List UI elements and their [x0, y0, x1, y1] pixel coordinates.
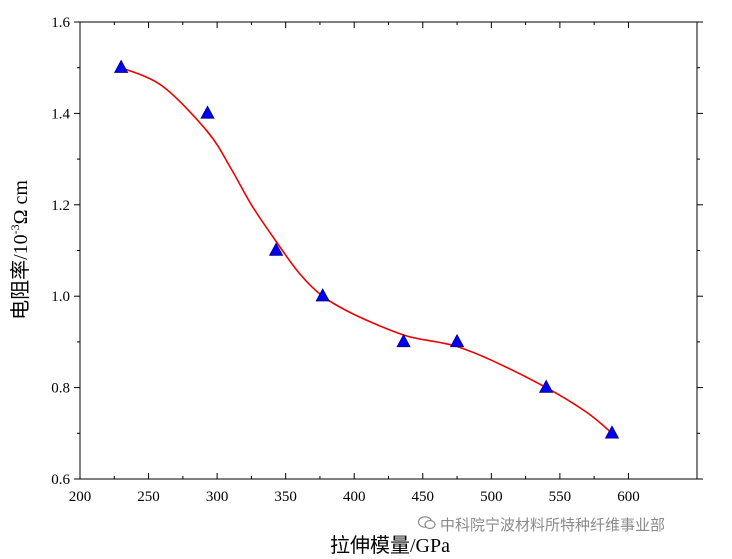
x-axis-title: 拉伸模量/GPa	[330, 534, 450, 557]
watermark-text: 中科院宁波材料所特种纤维事业部	[440, 516, 666, 534]
plot-frame	[79, 21, 698, 480]
fit-curve-line	[120, 66, 613, 434]
y-tick-label: 0.6	[51, 472, 70, 488]
x-tick-label: 550	[549, 489, 572, 505]
data-point	[539, 379, 554, 393]
watermark: 中科院宁波材料所特种纤维事业部	[417, 514, 666, 535]
y-tick-label: 1.0	[51, 289, 70, 305]
data-point	[449, 333, 465, 348]
y-axis-title-unit: Ω cm	[10, 180, 32, 225]
x-tick-label: 300	[206, 489, 229, 505]
x-tick-label: 450	[412, 489, 435, 505]
data-point	[315, 288, 330, 302]
data-point	[396, 333, 411, 348]
x-tick-label: 350	[274, 489, 297, 505]
data-point	[200, 105, 215, 119]
x-tick-label: 600	[617, 489, 640, 505]
x-tick-label: 400	[343, 489, 366, 505]
data-point	[113, 59, 129, 73]
y-axis-title: 电阻率/10-3Ω cm	[8, 180, 32, 320]
data-point	[604, 425, 620, 439]
wechat-icon	[417, 516, 436, 534]
y-axis-title-main: 电阻率/10	[9, 234, 32, 320]
y-axis-title-exponent: -3	[8, 224, 22, 234]
tick-group: 200 250 300 350 400 450 500 550 600 0.6 0.8 1.0 1.2 1…	[51, 15, 703, 505]
y-tick-label: 0.8	[51, 381, 70, 397]
x-tick-label: 200	[69, 489, 92, 505]
data-points-group	[113, 59, 620, 439]
data-point	[268, 242, 284, 256]
y-tick-label: 1.2	[51, 198, 70, 214]
y-tick-label: 1.6	[51, 15, 70, 31]
x-tick-label: 500	[480, 489, 503, 505]
x-tick-label: 250	[137, 489, 160, 505]
fit-curve-group	[120, 66, 613, 434]
y-tick-label: 1.4	[51, 106, 70, 122]
